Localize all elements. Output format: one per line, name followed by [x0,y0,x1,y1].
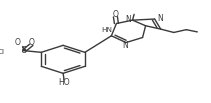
Text: HN: HN [101,27,112,33]
Text: O: O [15,38,21,47]
Text: N: N [122,41,128,50]
Text: HO: HO [58,78,70,87]
Text: O: O [28,38,34,47]
Text: O: O [112,10,118,19]
Text: N: N [157,14,163,23]
Text: S: S [22,46,27,55]
Text: Cl: Cl [0,49,5,55]
Text: N: N [125,15,131,23]
